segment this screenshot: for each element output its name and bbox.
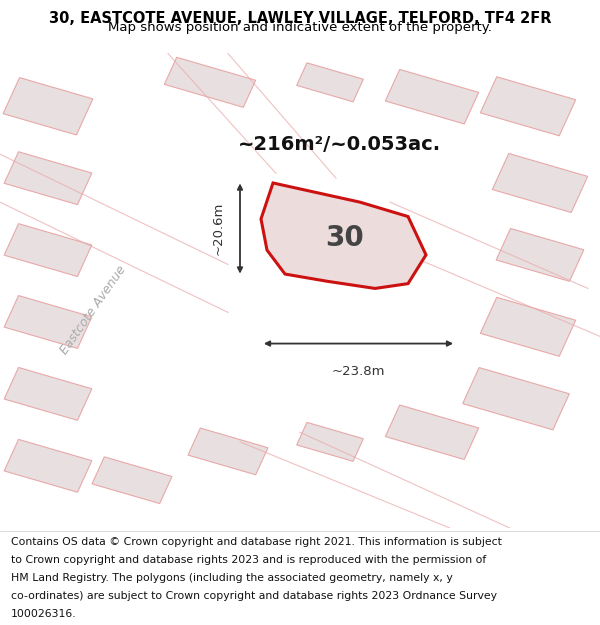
Text: Eastcote Avenue: Eastcote Avenue	[58, 263, 128, 357]
Polygon shape	[385, 405, 479, 459]
Polygon shape	[92, 457, 172, 504]
Text: ~23.8m: ~23.8m	[332, 365, 385, 378]
Polygon shape	[4, 439, 92, 493]
Polygon shape	[385, 69, 479, 124]
Polygon shape	[496, 229, 584, 281]
Polygon shape	[188, 428, 268, 475]
Polygon shape	[296, 63, 364, 102]
Polygon shape	[481, 298, 575, 356]
Polygon shape	[4, 224, 92, 276]
Text: 100026316.: 100026316.	[11, 609, 76, 619]
Polygon shape	[164, 58, 256, 108]
Polygon shape	[4, 296, 92, 348]
Text: Contains OS data © Crown copyright and database right 2021. This information is : Contains OS data © Crown copyright and d…	[11, 537, 502, 547]
Polygon shape	[3, 78, 93, 135]
Polygon shape	[261, 183, 426, 289]
Text: Map shows position and indicative extent of the property.: Map shows position and indicative extent…	[108, 21, 492, 34]
Text: to Crown copyright and database rights 2023 and is reproduced with the permissio: to Crown copyright and database rights 2…	[11, 555, 486, 565]
Text: 30: 30	[326, 224, 364, 252]
Text: 30, EASTCOTE AVENUE, LAWLEY VILLAGE, TELFORD, TF4 2FR: 30, EASTCOTE AVENUE, LAWLEY VILLAGE, TEL…	[49, 11, 551, 26]
Polygon shape	[4, 368, 92, 421]
Text: ~216m²/~0.053ac.: ~216m²/~0.053ac.	[238, 135, 440, 154]
Text: HM Land Registry. The polygons (including the associated geometry, namely x, y: HM Land Registry. The polygons (includin…	[11, 572, 452, 582]
Text: ~20.6m: ~20.6m	[212, 202, 225, 255]
Polygon shape	[4, 152, 92, 204]
Polygon shape	[463, 368, 569, 430]
Polygon shape	[493, 154, 587, 212]
Polygon shape	[296, 422, 364, 461]
Polygon shape	[481, 77, 575, 136]
Text: co-ordinates) are subject to Crown copyright and database rights 2023 Ordnance S: co-ordinates) are subject to Crown copyr…	[11, 591, 497, 601]
